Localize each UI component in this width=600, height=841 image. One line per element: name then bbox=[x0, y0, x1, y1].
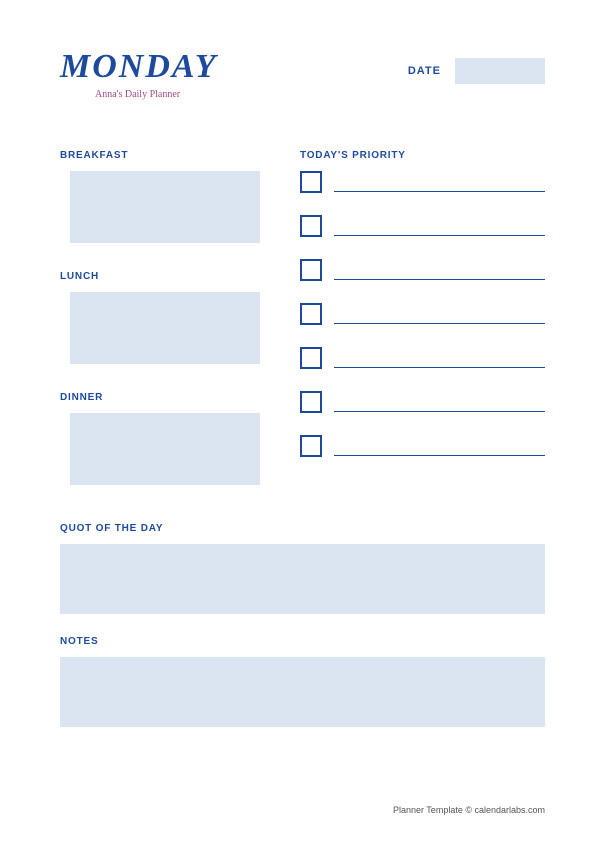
priority-column: TODAY'S PRIORITY bbox=[300, 150, 545, 513]
quote-box[interactable] bbox=[60, 544, 545, 614]
priority-line[interactable] bbox=[334, 455, 545, 457]
priority-item bbox=[300, 303, 545, 325]
priority-item bbox=[300, 215, 545, 237]
footer-credit: Planner Template © calendarlabs.com bbox=[393, 805, 545, 815]
priority-item bbox=[300, 347, 545, 369]
header: MONDAY Anna's Daily Planner DATE bbox=[60, 50, 545, 100]
checkbox[interactable] bbox=[300, 391, 322, 413]
checkbox[interactable] bbox=[300, 259, 322, 281]
quote-section: QUOT OF THE DAY bbox=[60, 523, 545, 614]
priority-label: TODAY'S PRIORITY bbox=[300, 150, 545, 161]
subtitle: Anna's Daily Planner bbox=[95, 89, 217, 100]
priority-checklist bbox=[300, 171, 545, 457]
quote-label: QUOT OF THE DAY bbox=[60, 523, 545, 534]
main-content: BREAKFAST LUNCH DINNER TODAY'S PRIORITY bbox=[60, 150, 545, 513]
notes-box[interactable] bbox=[60, 657, 545, 727]
priority-line[interactable] bbox=[334, 411, 545, 413]
date-block: DATE bbox=[408, 58, 545, 84]
date-label: DATE bbox=[408, 65, 441, 77]
priority-item bbox=[300, 435, 545, 457]
priority-item bbox=[300, 171, 545, 193]
breakfast-label: BREAKFAST bbox=[60, 150, 270, 161]
day-title: MONDAY bbox=[60, 50, 217, 84]
priority-line[interactable] bbox=[334, 279, 545, 281]
notes-label: NOTES bbox=[60, 636, 545, 647]
priority-line[interactable] bbox=[334, 323, 545, 325]
priority-line[interactable] bbox=[334, 235, 545, 237]
lunch-label: LUNCH bbox=[60, 271, 270, 282]
checkbox[interactable] bbox=[300, 303, 322, 325]
notes-section: NOTES bbox=[60, 636, 545, 727]
lunch-box[interactable] bbox=[70, 292, 260, 364]
checkbox[interactable] bbox=[300, 171, 322, 193]
priority-item bbox=[300, 391, 545, 413]
priority-item bbox=[300, 259, 545, 281]
priority-line[interactable] bbox=[334, 367, 545, 369]
title-block: MONDAY Anna's Daily Planner bbox=[60, 50, 217, 100]
checkbox[interactable] bbox=[300, 435, 322, 457]
dinner-box[interactable] bbox=[70, 413, 260, 485]
date-input-box[interactable] bbox=[455, 58, 545, 84]
checkbox[interactable] bbox=[300, 215, 322, 237]
breakfast-box[interactable] bbox=[70, 171, 260, 243]
meals-column: BREAKFAST LUNCH DINNER bbox=[60, 150, 270, 513]
priority-line[interactable] bbox=[334, 191, 545, 193]
dinner-label: DINNER bbox=[60, 392, 270, 403]
checkbox[interactable] bbox=[300, 347, 322, 369]
